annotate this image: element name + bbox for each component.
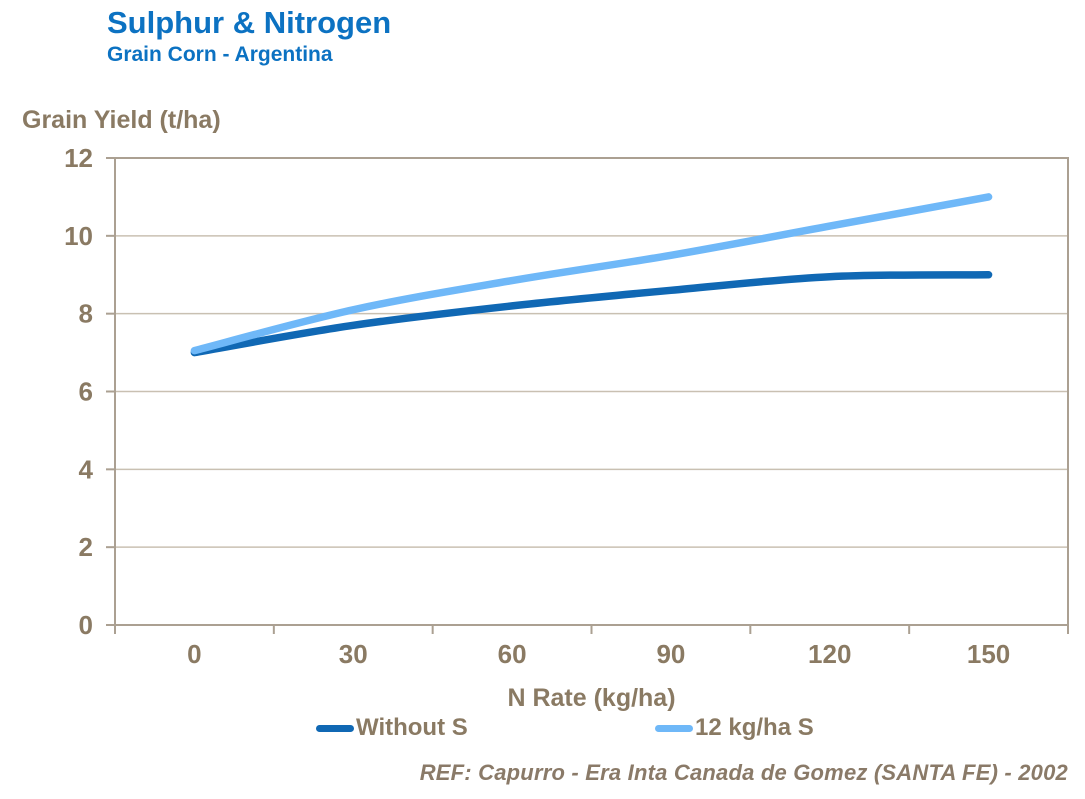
chart-title: Sulphur & Nitrogen [107, 5, 392, 40]
legend-label-without-s: Without S [356, 714, 468, 741]
x-tick-label: 120 [808, 639, 851, 669]
x-tick-label: 30 [339, 639, 368, 669]
reference-text: REF: Capurro - Era Inta Canada de Gomez … [419, 760, 1068, 785]
x-tick-label: 60 [498, 639, 527, 669]
y-axis-title: Grain Yield (t/ha) [22, 106, 221, 134]
y-tick-label: 12 [64, 143, 93, 173]
y-tick-label: 8 [79, 299, 93, 329]
chart-subtitle: Grain Corn - Argentina [107, 43, 333, 66]
series-line [190, 193, 993, 355]
legend-label-12kgha-s: 12 kg/ha S [695, 714, 814, 741]
y-tick-label: 6 [79, 377, 93, 407]
legend-marker-12kgha-s [655, 724, 693, 732]
x-axis-title: N Rate (kg/ha) [507, 684, 676, 712]
x-tick-label: 150 [967, 639, 1010, 669]
x-tick-label: 0 [187, 639, 201, 669]
x-tick-label: 90 [656, 639, 685, 669]
chart-header: Sulphur & Nitrogen Grain Corn - Argentin… [107, 4, 391, 68]
y-tick-label: 2 [79, 532, 93, 562]
series-line [190, 271, 993, 357]
legend-item-12kgha-s: 12 kg/ha S [655, 714, 814, 742]
y-tick-label: 4 [79, 454, 94, 484]
y-tick-label: 0 [79, 610, 93, 640]
legend-item-without-s: Without S [316, 714, 468, 742]
y-tick-label: 10 [64, 221, 93, 251]
legend-marker-without-s [316, 724, 354, 732]
